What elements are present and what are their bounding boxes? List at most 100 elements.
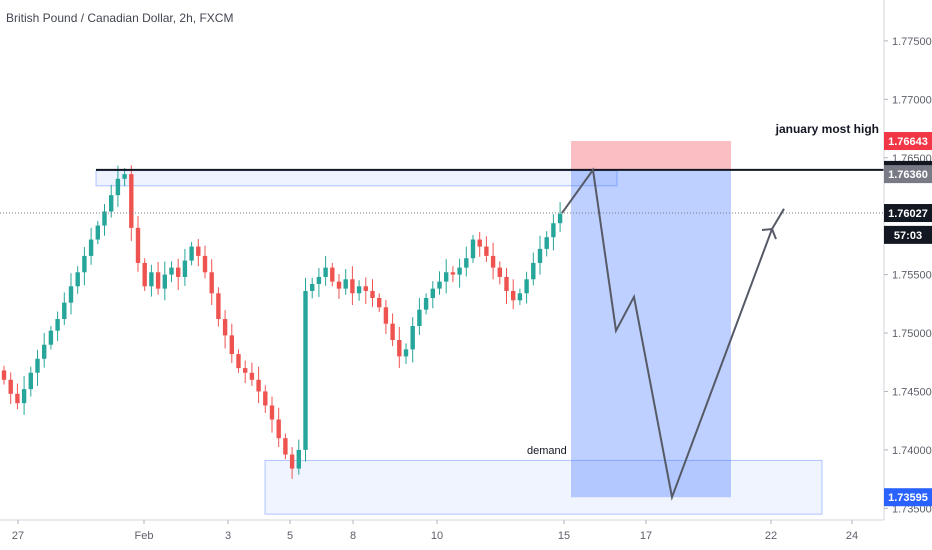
candle-body-8	[55, 319, 60, 331]
candle-body-2	[15, 393, 20, 404]
candle-body-51	[343, 279, 348, 289]
candle-body-80	[537, 248, 543, 263]
candle-body-49	[330, 267, 335, 282]
candle-body-14	[95, 225, 100, 240]
price-tick-label-6: 1.74000	[892, 445, 932, 457]
candle-body-36	[243, 368, 248, 373]
candle-body-26	[176, 267, 181, 277]
price-tick-label-3: 1.75500	[892, 270, 932, 282]
price-tick-label-5: 1.74500	[892, 386, 932, 398]
candle-body-76	[511, 290, 516, 301]
candle-body-61	[410, 326, 415, 350]
candle-body-29	[196, 246, 201, 256]
price-tick-label-7: 1.73500	[892, 503, 932, 515]
price-tag-label-0: 1.76643	[888, 136, 928, 148]
stop-loss-zone	[571, 141, 731, 170]
candle-body-48	[323, 267, 328, 277]
candle-body-23	[155, 272, 161, 289]
candle-body-40	[269, 405, 275, 420]
candle-body-69	[464, 258, 469, 268]
candle-body-20	[135, 227, 141, 263]
candle-body-68	[457, 267, 462, 275]
candle-body-47	[316, 276, 322, 284]
candle-body-12	[82, 255, 87, 273]
time-tick-label-7: 17	[640, 530, 652, 542]
candle-body-41	[276, 419, 281, 439]
time-tick-label-1: Feb	[135, 530, 154, 542]
candle-body-22	[149, 272, 154, 287]
candle-body-56	[377, 297, 382, 308]
candle-body-42	[283, 438, 288, 455]
price-tag-4	[884, 225, 932, 244]
price-tag-label-5: 1.73595	[888, 492, 928, 504]
time-tick-label-5: 10	[431, 530, 443, 542]
price-tag-label-4: 57:03	[894, 230, 922, 242]
scenario-arrowhead	[761, 227, 777, 240]
candle-body-60	[403, 349, 409, 357]
candle-body-34	[229, 335, 234, 355]
time-tick-label-4: 8	[350, 530, 356, 542]
candle-body-54	[363, 286, 368, 291]
candle-body-67	[450, 272, 456, 275]
candle-body-37	[249, 372, 255, 380]
candle-body-15	[102, 211, 107, 226]
candle-body-64	[430, 288, 435, 298]
candle-body-65	[437, 281, 442, 289]
candle-body-73	[490, 255, 496, 268]
zones-layer	[95, 141, 823, 515]
time-tick-label-8: 22	[765, 530, 777, 542]
candle-body-78	[524, 279, 529, 294]
candle-body-45	[303, 290, 308, 450]
price-tag-2	[884, 165, 932, 184]
price-tag-label-3: 1.76027	[888, 208, 928, 220]
candle-body-4	[28, 372, 33, 390]
take-profit-zone	[571, 169, 731, 498]
candle-body-53	[356, 286, 362, 294]
chart-title: British Pound / Canadian Dollar, 2h, FXC…	[6, 11, 233, 25]
candle-body-39	[263, 391, 268, 406]
price-tick-label-1: 1.77000	[892, 94, 932, 106]
candle-body-59	[397, 340, 402, 357]
candle-body-28	[189, 246, 194, 261]
candle-body-72	[484, 246, 489, 256]
candle-body-58	[390, 323, 395, 341]
candle-body-81	[544, 237, 549, 249]
candle-body-13	[88, 239, 94, 256]
candle-body-79	[531, 262, 536, 280]
candle-body-17	[115, 178, 121, 196]
resistance-label: january most high	[775, 122, 879, 136]
candle-body-38	[256, 379, 261, 392]
candles-layer	[1, 165, 563, 479]
time-axis[interactable]: 27 Feb 3 5 8 10 15 17 22 24	[12, 520, 858, 542]
candle-body-74	[497, 267, 502, 277]
price-tick-label-4: 1.75000	[892, 328, 932, 340]
candle-body-9	[62, 302, 67, 320]
time-tick-label-0: 27	[12, 530, 24, 542]
candle-body-5	[35, 358, 40, 373]
candle-body-66	[444, 272, 449, 282]
candle-body-50	[336, 281, 342, 289]
price-tag-5	[884, 488, 932, 507]
candle-body-46	[310, 283, 315, 291]
candle-body-0	[1, 370, 7, 380]
time-tick-label-6: 15	[558, 530, 570, 542]
candle-body-75	[504, 276, 509, 291]
candle-body-1	[8, 379, 13, 394]
supply-zone	[95, 170, 618, 187]
candle-body-7	[48, 330, 54, 345]
time-tick-label-9: 24	[846, 530, 858, 542]
candle-body-21	[142, 262, 147, 287]
candle-body-52	[350, 279, 355, 294]
candle-body-32	[216, 293, 221, 320]
price-tag-label-2: 1.76360	[888, 169, 928, 181]
price-tag-0	[884, 132, 932, 151]
candle-body-44	[296, 449, 301, 469]
candle-body-24	[162, 274, 167, 289]
demand-label: demand	[527, 445, 567, 457]
candle-body-6	[42, 344, 47, 359]
candle-body-43	[289, 454, 295, 469]
candle-body-71	[477, 239, 482, 247]
